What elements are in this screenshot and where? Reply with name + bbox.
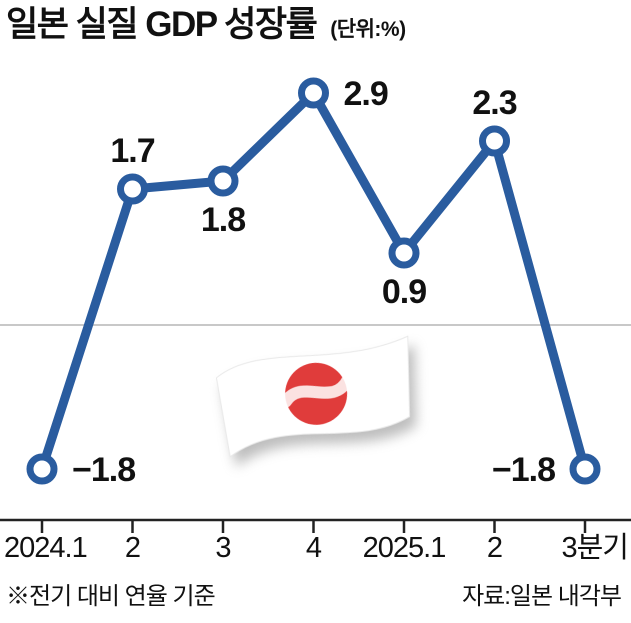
x-tick-label: 2025.1 <box>363 532 446 564</box>
value-label: 2.3 <box>472 84 516 122</box>
chart-title: 일본 실질 GDP 성장률 <box>6 5 318 44</box>
value-label: 1.8 <box>201 201 245 239</box>
data-point-marker <box>298 77 329 109</box>
x-tick-label: 2024.1 <box>4 532 87 564</box>
x-tick-label: 2 <box>125 532 140 564</box>
source-label: 자료:일본 내각부 <box>462 583 622 610</box>
footnote: ※전기 대비 연율 기준 <box>6 583 216 610</box>
chart-footer: ※전기 대비 연율 기준 자료:일본 내각부 <box>0 570 631 611</box>
value-label: 1.7 <box>110 132 154 170</box>
x-tick-label: 3분기 <box>562 532 629 564</box>
gdp-line-chart: −1.8 1.7 1.8 2.9 0.9 2.3 −1.8 2024.1 2 3 4 2025.1 2 3… <box>0 75 631 564</box>
japan-flag-icon <box>215 335 411 458</box>
value-label: 2.9 <box>344 75 388 113</box>
data-point-marker <box>388 237 420 269</box>
unit-label: (단위:%) <box>330 18 406 41</box>
x-tick-label: 3 <box>215 532 230 564</box>
value-label: −1.8 <box>72 451 135 489</box>
x-tick-label: 4 <box>306 532 322 564</box>
data-point-marker <box>569 453 601 485</box>
chart-header: 일본 실질 GDP 성장률 (단위:%) <box>0 0 631 58</box>
x-tick-label: 2 <box>487 532 502 564</box>
value-label: 0.9 <box>382 273 426 311</box>
data-point-marker <box>117 173 148 205</box>
value-label: −1.8 <box>492 451 555 489</box>
flag-fold-highlight <box>279 373 354 408</box>
data-point-marker <box>207 165 239 197</box>
data-point-marker <box>26 453 58 485</box>
data-point-marker <box>479 125 510 157</box>
